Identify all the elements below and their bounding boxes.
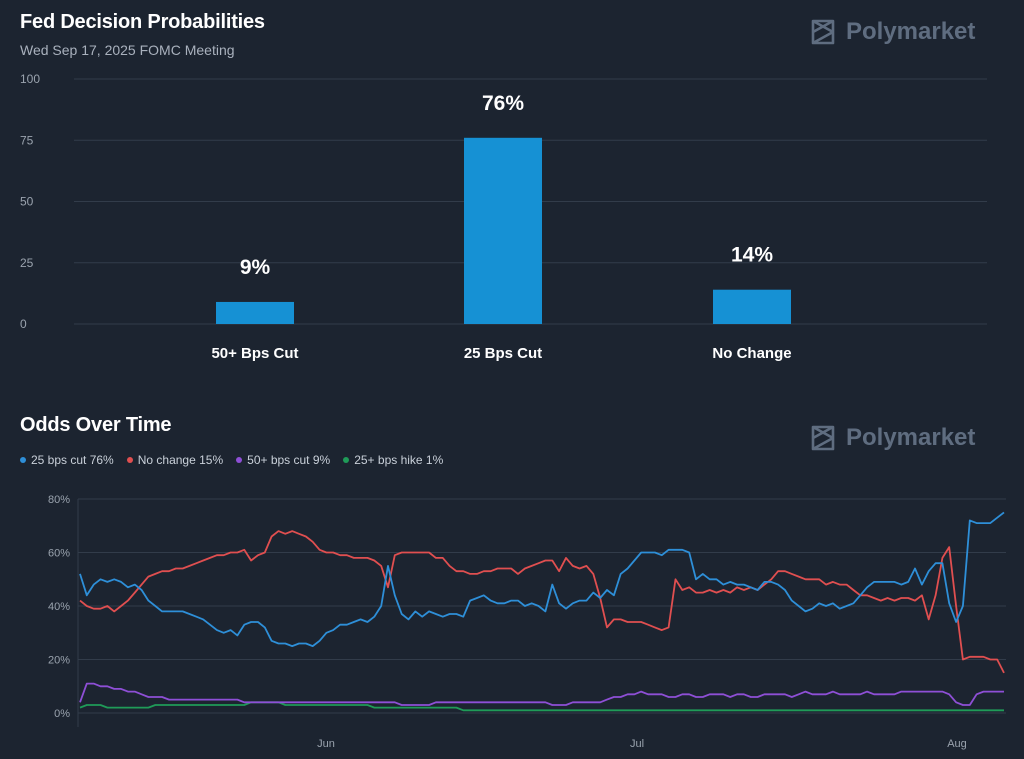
- legend-dot-icon: [126, 457, 133, 463]
- bar-data-label: 9%: [240, 256, 271, 279]
- legend-label: 50+ bps cut 9%: [247, 453, 331, 467]
- y-tick-label: 20%: [48, 655, 70, 667]
- y-tick-label: 0%: [54, 708, 70, 720]
- polymarket-wordmark-bottom: Polymarket: [846, 424, 976, 451]
- y-tick-label: 40%: [48, 601, 70, 613]
- x-tick-label: Jul: [630, 738, 644, 750]
- line-legend: 25 bps cut 76% No change 15% 50+ bps cut…: [20, 453, 456, 467]
- y-tick-label: 50: [20, 195, 34, 209]
- legend-item-nochange[interactable]: No change 15%: [126, 453, 224, 467]
- bar-data-label: 76%: [482, 92, 524, 115]
- bar[interactable]: [464, 137, 542, 324]
- legend-label: 25+ bps hike 1%: [354, 453, 444, 467]
- legend-dot-icon: [343, 457, 350, 463]
- polymarket-logo-icon: [811, 425, 835, 451]
- bar-chart: 0 25 50 75 100 9% 50+ Bps Cut 76% 25 Bps Cut 14% N…: [20, 72, 987, 362]
- category-label: 25 Bps Cut: [464, 345, 542, 362]
- y-tick-label: 100: [20, 72, 40, 86]
- polymarket-wordmark: Polymarket: [846, 18, 976, 45]
- series-line-0[interactable]: [79, 511, 1005, 647]
- polymarket-logo-icon: [811, 19, 835, 45]
- x-tick-label: Aug: [947, 738, 967, 750]
- category-label: 50+ Bps Cut: [211, 345, 298, 362]
- bar[interactable]: [713, 289, 791, 324]
- x-tick-label: Jun: [317, 738, 335, 750]
- legend-item-25bps[interactable]: 25 bps cut 76%: [20, 453, 114, 467]
- y-tick-label: 80%: [48, 494, 70, 506]
- legend-dot-icon: [236, 457, 243, 463]
- y-tick-label: 75: [20, 133, 34, 147]
- legend-item-hike[interactable]: 25+ bps hike 1%: [343, 453, 443, 467]
- series-line-1[interactable]: [79, 530, 1005, 674]
- polymarket-logo: Polymarket: [810, 18, 975, 46]
- series-line-2[interactable]: [79, 682, 1004, 706]
- legend-label: No change 15%: [137, 453, 224, 467]
- y-tick-label: 60%: [48, 548, 70, 560]
- polymarket-logo-bottom: Polymarket: [810, 424, 975, 452]
- y-tick-label: 0: [20, 317, 27, 331]
- odds-section-title: Odds Over Time: [20, 414, 172, 436]
- chart-title: Fed Decision Probabilities: [20, 11, 265, 33]
- bar[interactable]: [216, 301, 294, 324]
- bar-data-label: 14%: [731, 244, 773, 267]
- chart-subtitle: Wed Sep 17, 2025 FOMC Meeting: [20, 42, 235, 58]
- legend-dot-icon: [20, 457, 26, 463]
- category-label: No Change: [712, 345, 791, 362]
- series-line-3[interactable]: [79, 701, 1004, 712]
- legend-item-50bps[interactable]: 50+ bps cut 9%: [236, 453, 330, 467]
- y-tick-label: 25: [20, 256, 34, 270]
- legend-label: 25 bps cut 76%: [31, 453, 114, 467]
